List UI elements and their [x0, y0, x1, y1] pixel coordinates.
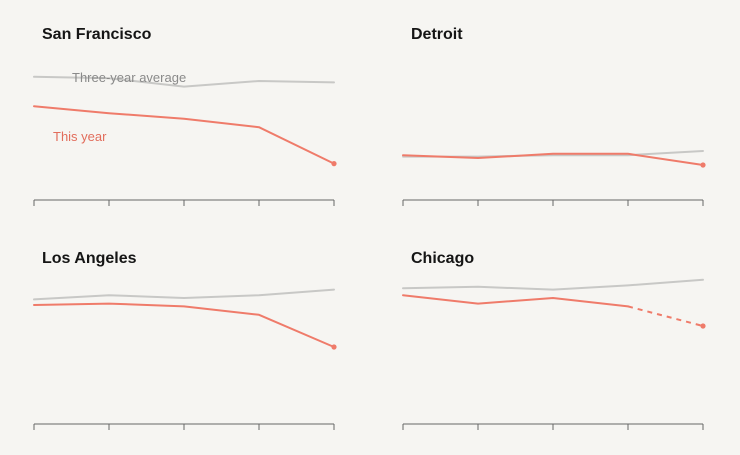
this-year-label: This year — [53, 129, 107, 144]
this-year-projection-line — [627, 305, 704, 327]
this-year-line — [402, 294, 629, 308]
chart-panel-chicago: Chicago — [402, 250, 706, 430]
chart-title: Chicago — [411, 250, 474, 267]
chart-title: Los Angeles — [42, 250, 137, 267]
this-year-end-dot — [331, 161, 337, 167]
this-year-line — [402, 152, 704, 166]
chart-title: Detroit — [411, 26, 463, 43]
chart-panel-los-angeles: Los Angeles — [33, 250, 337, 430]
three-year-average-label: Three-year average — [72, 70, 186, 85]
this-year-line — [33, 302, 335, 348]
chart-title: San Francisco — [42, 26, 152, 43]
this-year-line — [33, 105, 335, 165]
three-year-average-line — [402, 278, 704, 291]
three-year-average-line — [33, 288, 335, 301]
three-year-average-line — [33, 75, 335, 88]
chart-panel-san-francisco: San Francisco Three-year average This year — [33, 26, 337, 206]
this-year-end-dot — [331, 344, 337, 350]
chart-panel-detroit: Detroit — [402, 26, 706, 206]
this-year-end-dot — [700, 323, 706, 329]
this-year-end-dot — [700, 162, 706, 168]
